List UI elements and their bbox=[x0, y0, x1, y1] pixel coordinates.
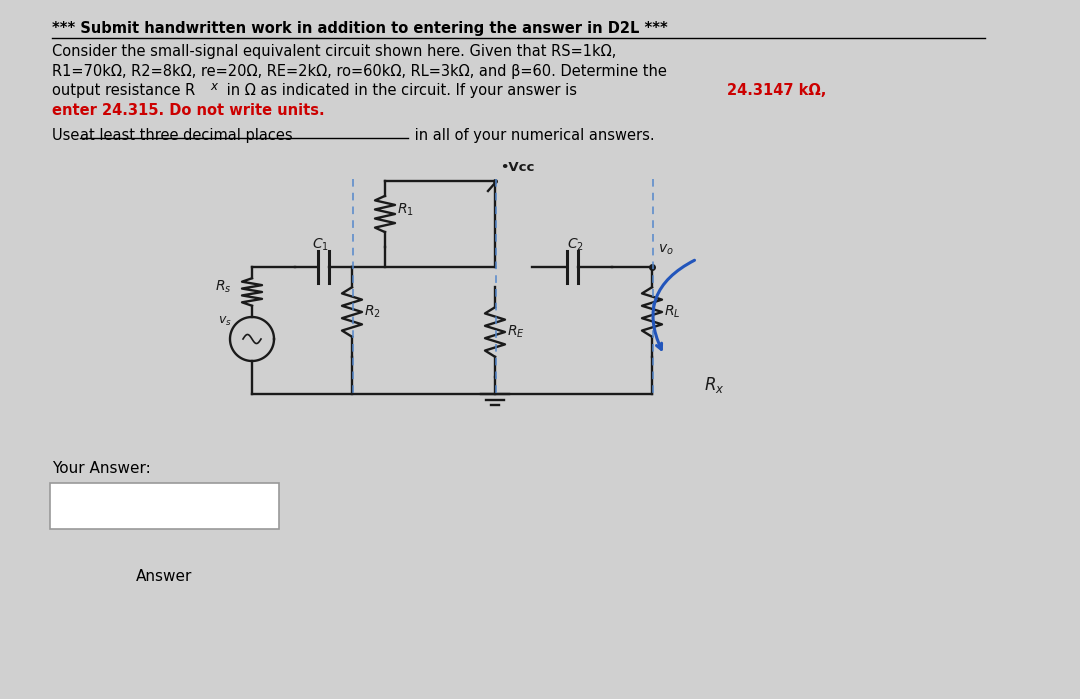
Text: $C_1$: $C_1$ bbox=[311, 236, 328, 253]
Text: $C_2$: $C_2$ bbox=[567, 236, 584, 253]
Text: Use: Use bbox=[52, 128, 84, 143]
Text: Your Answer:: Your Answer: bbox=[52, 461, 151, 476]
Text: $v_o$: $v_o$ bbox=[658, 243, 674, 257]
FancyBboxPatch shape bbox=[50, 483, 279, 529]
Text: $R_x$: $R_x$ bbox=[704, 375, 725, 395]
Text: at least three decimal places: at least three decimal places bbox=[80, 128, 293, 143]
Text: R1=70kΩ, R2=8kΩ, re=20Ω, RE=2kΩ, ro=60kΩ, RL=3kΩ, and β=60. Determine the: R1=70kΩ, R2=8kΩ, re=20Ω, RE=2kΩ, ro=60kΩ… bbox=[52, 64, 666, 78]
Text: *** Submit handwritten work in addition to entering the answer in D2L ***: *** Submit handwritten work in addition … bbox=[52, 21, 667, 36]
Text: output resistance R: output resistance R bbox=[52, 83, 195, 98]
Text: $v_s$: $v_s$ bbox=[218, 315, 232, 328]
Text: in Ω as indicated in the circuit. If your answer is: in Ω as indicated in the circuit. If you… bbox=[222, 83, 582, 98]
Text: •Vcc: •Vcc bbox=[500, 161, 535, 174]
Text: in all of your numerical answers.: in all of your numerical answers. bbox=[410, 128, 654, 143]
Text: Answer: Answer bbox=[136, 569, 192, 584]
Text: Consider the small-signal equivalent circuit shown here. Given that RS=1kΩ,: Consider the small-signal equivalent cir… bbox=[52, 44, 617, 59]
Text: $R_2$: $R_2$ bbox=[364, 304, 381, 320]
Text: x: x bbox=[211, 80, 217, 92]
Text: 24.3147 kΩ,: 24.3147 kΩ, bbox=[727, 83, 826, 98]
Text: $R_L$: $R_L$ bbox=[664, 304, 680, 320]
Text: $R_s$: $R_s$ bbox=[216, 279, 232, 295]
Text: enter 24.315. Do not write units.: enter 24.315. Do not write units. bbox=[52, 103, 325, 117]
Text: $R_1$: $R_1$ bbox=[397, 202, 414, 218]
Text: $R_E$: $R_E$ bbox=[507, 324, 525, 340]
